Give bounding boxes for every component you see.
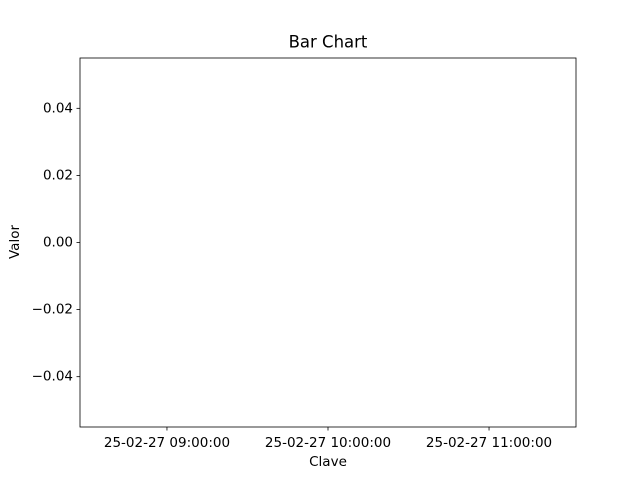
y-tick-label: 0.04 [43,100,73,116]
chart-title: Bar Chart [289,33,368,52]
x-axis-label: Clave [309,454,347,470]
x-tick-label: 25-02-27 11:00:00 [426,435,552,451]
y-tick-label: −0.04 [32,369,73,385]
x-tick-label: 25-02-27 10:00:00 [265,435,391,451]
x-tick-label: 25-02-27 09:00:00 [104,435,230,451]
y-tick-label: 0.02 [43,167,73,183]
y-tick-label: −0.02 [32,302,73,318]
y-tick-label: 0.00 [43,235,73,251]
plot-frame [79,57,577,428]
y-axis-label: Valor [7,225,23,259]
